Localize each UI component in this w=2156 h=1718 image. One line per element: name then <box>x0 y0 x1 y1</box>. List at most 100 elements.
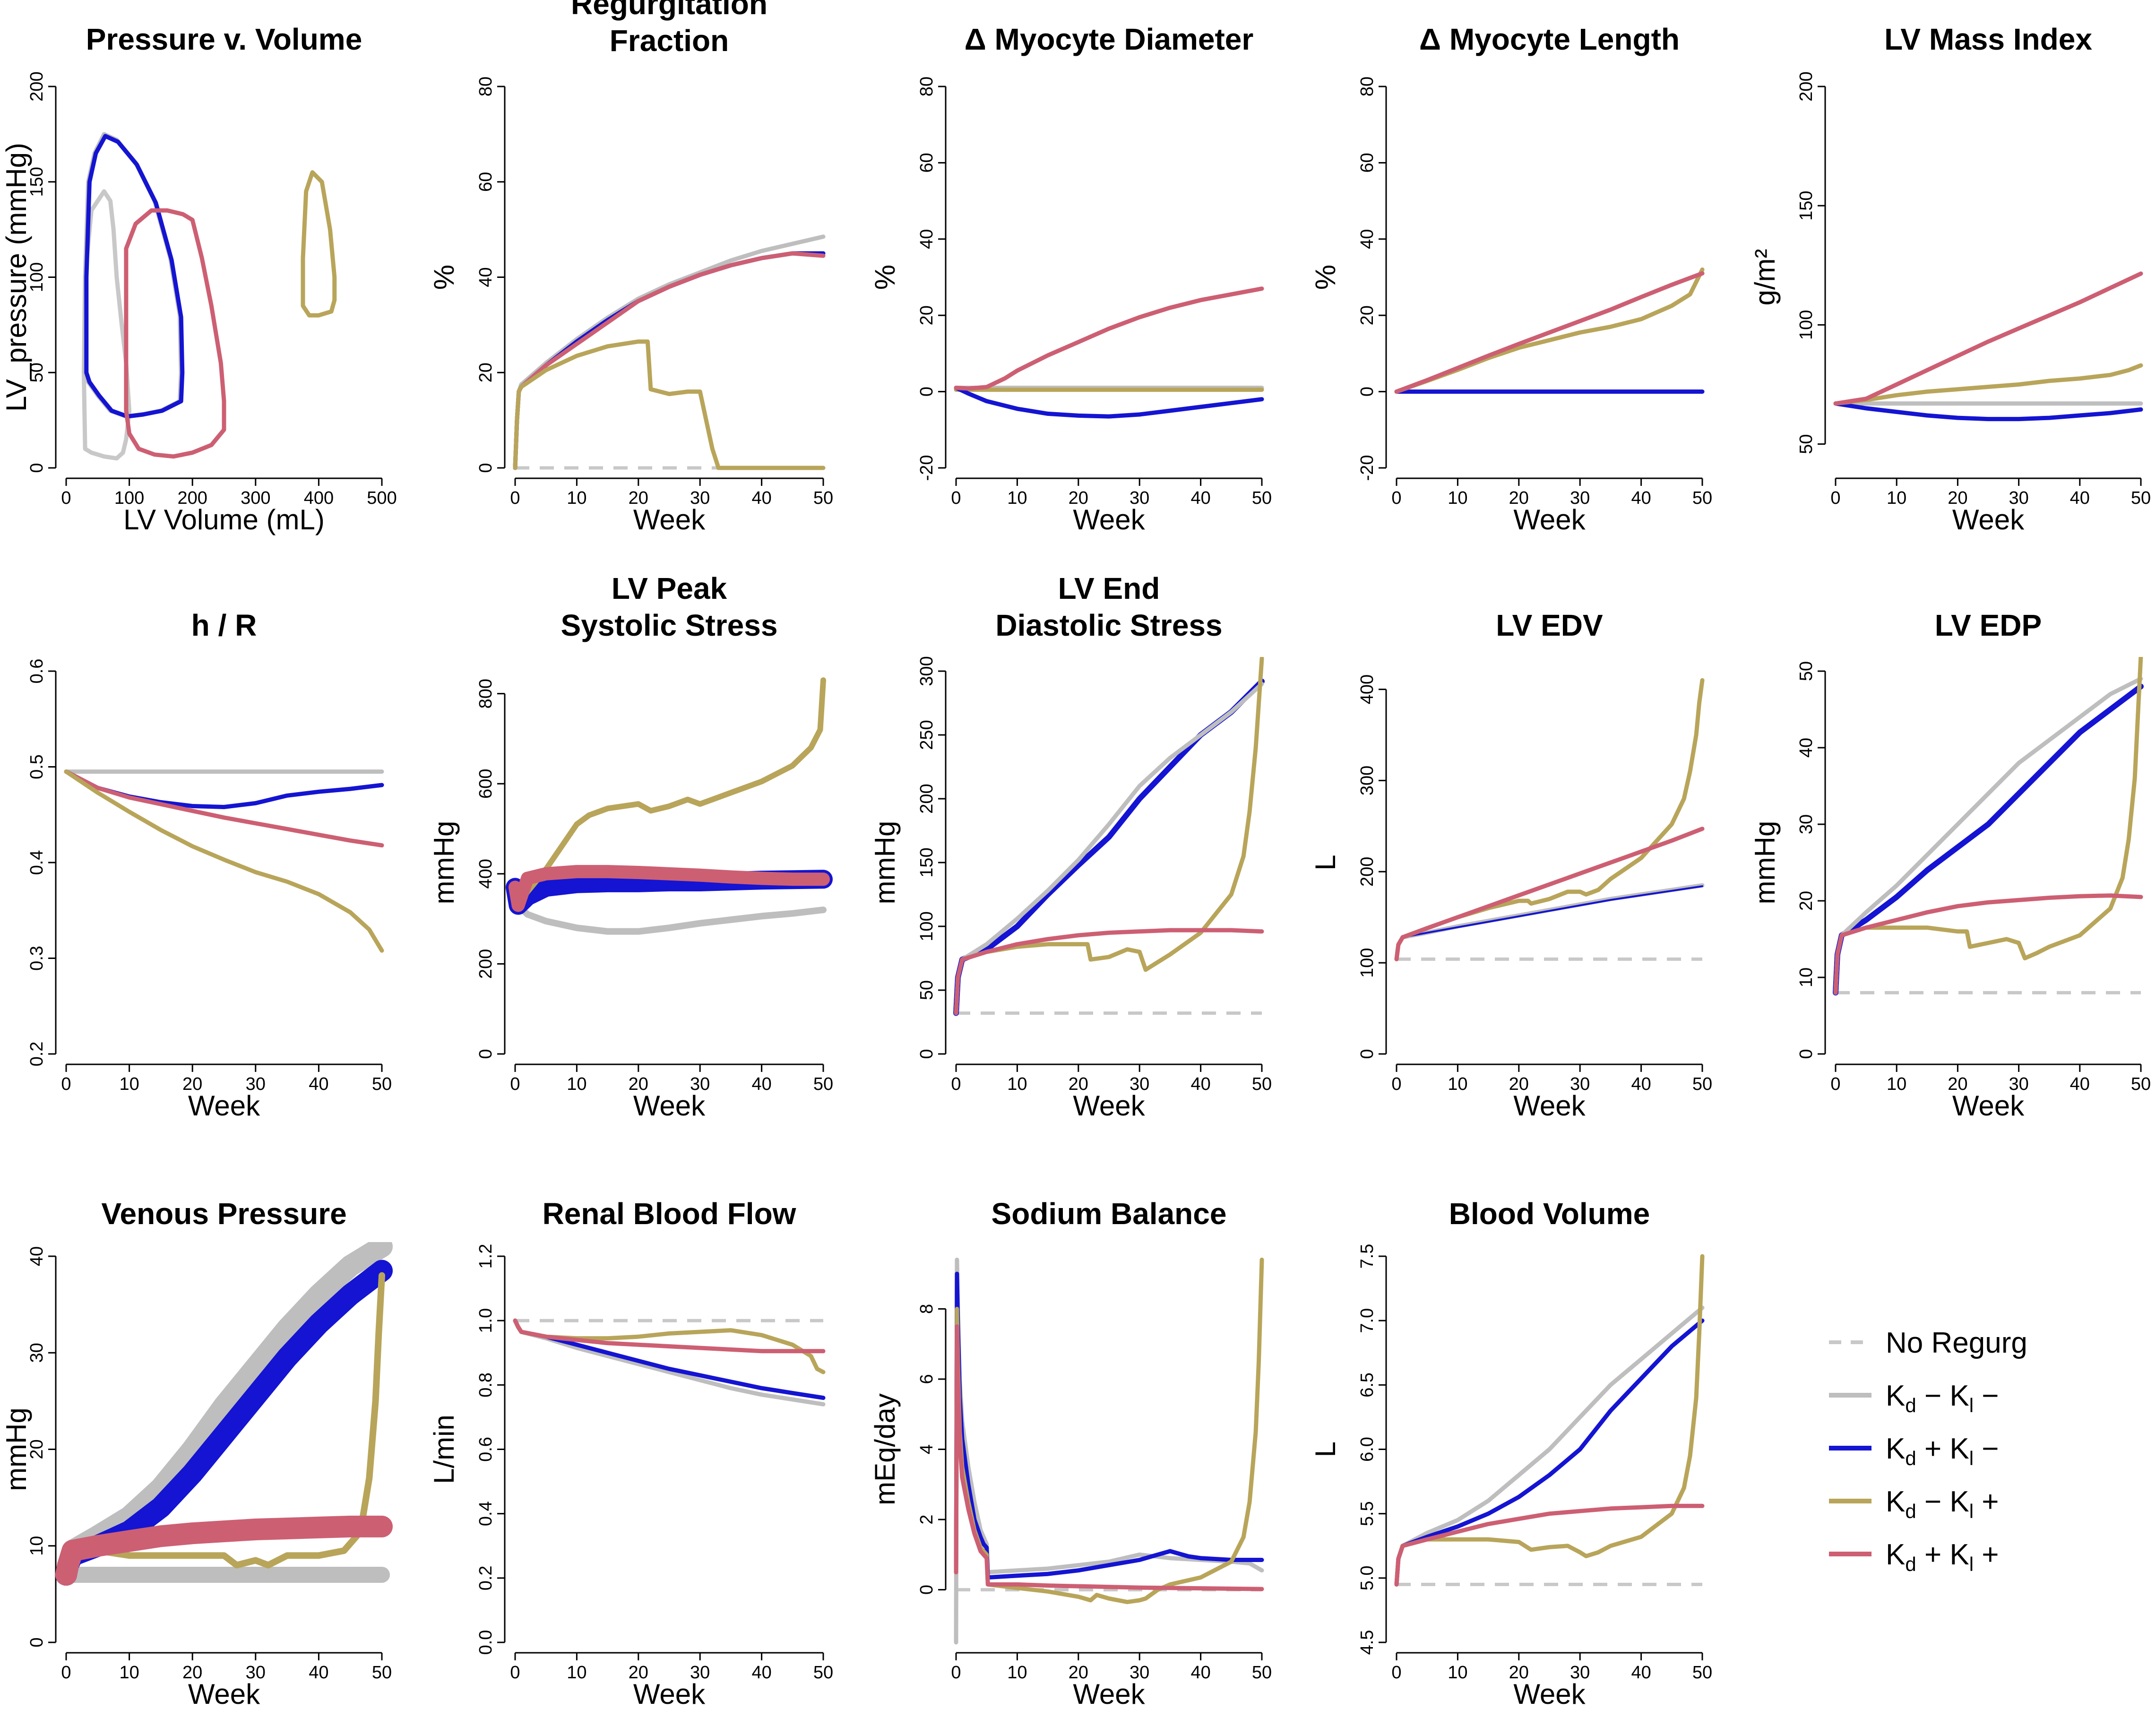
x-tick-label: 30 <box>690 1074 710 1094</box>
x-tick-label: 0 <box>1830 1074 1840 1094</box>
series-line-kdp_klp <box>509 865 830 912</box>
x-tick-label: 40 <box>751 1663 771 1683</box>
x-tick-label: 50 <box>1692 488 1712 508</box>
y-axis: -20 0 20 40 60 80% <box>869 77 947 481</box>
y-axis: 0 200 400 600 800 mmHg <box>428 679 506 1059</box>
x-tick-label: 10 <box>1887 488 1906 508</box>
y-axis-label: % <box>869 265 901 290</box>
y-tick-label: 0.3 <box>27 946 47 971</box>
x-tick-label: 30 <box>2009 488 2028 508</box>
y-tick-label: 100 <box>1357 948 1377 977</box>
legend-item-kdp_klp: Kd + Kl + <box>1829 1538 1999 1575</box>
y-tick-label: 6.0 <box>1357 1437 1377 1462</box>
x-tick-label: 50 <box>1692 1074 1712 1094</box>
series-line-kdm_klm <box>83 132 183 419</box>
x-tick-label: 30 <box>1130 1074 1149 1094</box>
panel-vp: Venous Pressure 0 10 20 30 40 50 Week 0 10 20 30 40 m… <box>0 1197 393 1710</box>
x-tick-label: 10 <box>1448 1074 1467 1094</box>
series-line-kdm_klp <box>64 769 384 953</box>
y-tick-label: 6.5 <box>1357 1373 1377 1398</box>
x-tick-label: 40 <box>309 1663 328 1683</box>
x-tick-label: 0 <box>61 1074 71 1094</box>
x-axis: 0 10 20 30 40 50 Week <box>1391 1063 1712 1122</box>
y-tick-label: 0 <box>917 387 937 397</box>
y-axis: 0 2 4 6 8 mEq/day <box>869 1304 947 1595</box>
x-tick-label: 0 <box>510 1074 520 1094</box>
y-tick-label: 100 <box>27 262 47 292</box>
x-tick-label: 100 <box>114 488 144 508</box>
y-tick-label: 40 <box>27 1246 47 1266</box>
y-tick-label: 5.0 <box>1357 1565 1377 1590</box>
y-tick-label: 5.5 <box>1357 1501 1377 1526</box>
y-tick-label: 20 <box>27 1439 47 1459</box>
y-axis-label: mEq/day <box>869 1393 901 1505</box>
x-tick-label: 300 <box>241 488 270 508</box>
x-tick-label: 0 <box>951 1663 961 1683</box>
x-axis: 0 10 20 30 40 50 Week <box>1830 1063 2151 1122</box>
y-axis: 0 10 20 30 40 50 mmHg <box>1749 661 1826 1059</box>
legend: No Regurg Kd − Kl − Kd + Kl − Kd − Kl + Kd +… <box>1829 1327 2027 1575</box>
y-axis-label: LV_pressure (mmHg) <box>0 143 32 412</box>
x-axis-label: Week <box>633 504 706 535</box>
series-line-kdm_klm <box>1833 676 2143 995</box>
x-tick-label: 30 <box>2009 1074 2028 1094</box>
x-tick-label: 10 <box>567 488 586 508</box>
series-line-kdp_klm <box>1394 1318 1705 1587</box>
panel-hr: h / R 0 10 20 30 40 50 Week 0.2 0.3 0.4 0.5 0.6 <box>27 608 392 1122</box>
series-line-kdp_klp <box>1394 827 1705 961</box>
y-tick-label: 0.4 <box>476 1501 496 1526</box>
x-tick-label: 10 <box>1887 1074 1906 1094</box>
x-tick-label: 20 <box>1069 1663 1088 1683</box>
legend-label: Kd + Kl − <box>1886 1433 1999 1469</box>
x-tick-label: 10 <box>567 1663 586 1683</box>
x-axis: 0 10 20 30 40 50 Week <box>951 477 1272 535</box>
y-tick-label: 20 <box>917 305 937 325</box>
y-tick-label: 10 <box>27 1536 47 1556</box>
chart-title: Δ Myocyte Length <box>1419 22 1680 56</box>
series-line-kdp_klp <box>64 769 384 848</box>
y-tick-label: 100 <box>917 911 937 941</box>
y-tick-label: 60 <box>917 153 937 173</box>
x-tick-label: 40 <box>2070 1074 2090 1094</box>
y-tick-label: 7.5 <box>1357 1244 1377 1269</box>
chart-title: Systolic Stress <box>561 608 778 642</box>
y-tick-label: 200 <box>917 784 937 813</box>
y-tick-label: 0.2 <box>27 1042 47 1067</box>
x-axis-label: Week <box>1073 504 1145 535</box>
x-tick-label: 20 <box>1069 488 1088 508</box>
y-tick-label: 0 <box>1796 1049 1816 1059</box>
y-tick-label: 300 <box>917 656 937 686</box>
series-line-kdp_klp <box>954 1324 1264 1591</box>
x-tick-label: 0 <box>1391 1074 1401 1094</box>
x-tick-label: 40 <box>1190 488 1210 508</box>
series-line-kdp_klm <box>84 134 185 419</box>
x-axis: 0 10 20 30 40 50 Week <box>951 1063 1272 1122</box>
y-axis: 4.5 5.0 5.5 6.0 6.5 7.0 7.5 L <box>1310 1244 1387 1655</box>
y-tick-label: 100 <box>1796 310 1816 340</box>
series-line-kdp_klm <box>953 678 1265 1016</box>
y-tick-label: 150 <box>917 847 937 877</box>
y-tick-label: 20 <box>476 363 496 382</box>
x-tick-label: 40 <box>751 488 771 508</box>
x-tick-label: 30 <box>1570 1663 1590 1683</box>
x-tick-label: 0 <box>510 488 520 508</box>
x-tick-label: 40 <box>309 1074 328 1094</box>
x-tick-label: 400 <box>304 488 334 508</box>
y-tick-label: 80 <box>1357 77 1377 96</box>
y-tick-label: 200 <box>1357 857 1377 887</box>
x-tick-label: 200 <box>177 488 207 508</box>
series-line-kdm_klp <box>1394 1254 1705 1587</box>
y-axis-label: mmHg <box>869 821 901 905</box>
series-line-kdp_klp <box>55 1515 393 1586</box>
x-tick-label: 0 <box>61 1663 71 1683</box>
x-tick-label: 30 <box>1130 1663 1149 1683</box>
x-tick-label: 30 <box>690 1663 710 1683</box>
x-axis: 0 10 20 30 40 50 Week <box>510 1063 833 1122</box>
x-tick-label: 50 <box>1252 1074 1272 1094</box>
x-tick-label: 20 <box>182 1074 202 1094</box>
x-axis-label: Week <box>1513 1678 1586 1710</box>
x-tick-label: 40 <box>1190 1074 1210 1094</box>
y-tick-label: -20 <box>917 455 937 481</box>
series-line-kdm_klp <box>1394 678 1705 961</box>
